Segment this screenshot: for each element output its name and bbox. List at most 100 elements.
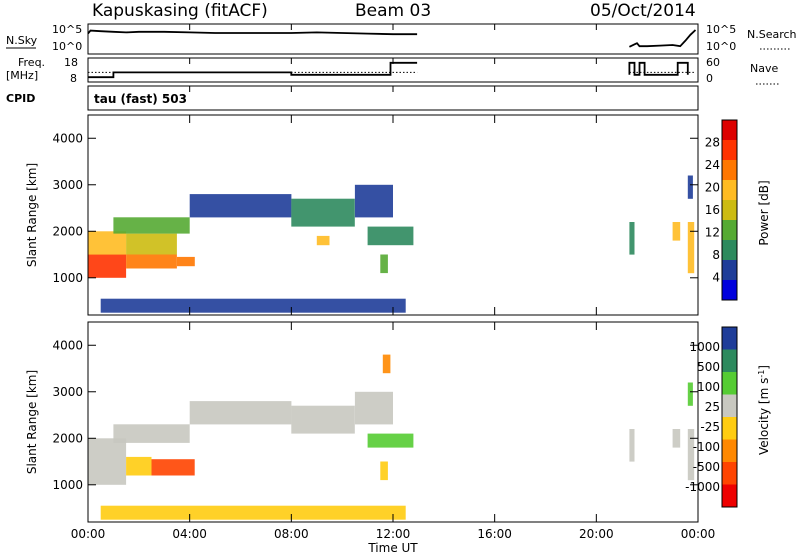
velocity-cells-cell-14 bbox=[687, 382, 693, 406]
power-cells-cell-13 bbox=[629, 222, 635, 255]
power-cells-cell-14 bbox=[672, 222, 681, 241]
time-axis: 00:00 04:00 08:00 12:00 16:00 20:00 00:00 bbox=[71, 24, 716, 541]
freq-tick-top: 18 bbox=[64, 56, 78, 69]
xtick-label-4: 16:00 bbox=[477, 527, 512, 541]
xtick-label-0: 00:00 bbox=[71, 527, 106, 541]
nsearch-tick-bottom: 10^0 bbox=[706, 40, 736, 53]
freq-unit-label: [MHz] bbox=[6, 69, 38, 82]
freq-series bbox=[88, 61, 696, 79]
date-title: 05/Oct/2014 bbox=[590, 1, 696, 21]
power-cbar-tick-3: 16 bbox=[705, 203, 720, 217]
velocity-cbar-swatch-0 bbox=[722, 327, 737, 350]
velocity-cells-cell-12 bbox=[672, 429, 681, 448]
power-cells-cell-4 bbox=[177, 256, 195, 267]
xtick-label-6: 00:00 bbox=[681, 527, 716, 541]
velocity-yticks-label-0: 4000 bbox=[52, 338, 83, 352]
power-cells-cell-8 bbox=[354, 184, 393, 218]
velocity-cells-cell-1 bbox=[126, 456, 152, 476]
velocity-cbar-frame bbox=[721, 326, 738, 508]
nsky-panel: N.Sky 10^5 10^0 10^5 10^0 N.Search bbox=[6, 23, 797, 55]
freq-tick-bottom: 8 bbox=[70, 72, 77, 85]
power-cells-cell-10 bbox=[316, 235, 330, 246]
nsearch-label: N.Search bbox=[747, 28, 797, 41]
cpid-value: tau (fast) 503 bbox=[94, 92, 187, 106]
cpid-panel: CPID tau (fast) 503 bbox=[6, 85, 699, 111]
nave-tick-top: 60 bbox=[706, 56, 720, 69]
velocity-cbar-tick-1: 500 bbox=[697, 360, 720, 374]
power-yticks-label-0: 4000 bbox=[52, 131, 83, 145]
velocity-cells-cell-5 bbox=[291, 405, 355, 434]
velocity-cells-cell-8 bbox=[380, 461, 388, 481]
nsky-series bbox=[87, 29, 697, 48]
power-cbar-frame bbox=[721, 119, 738, 301]
velocity-cells-cell-3 bbox=[113, 424, 190, 443]
power-cbar-swatch-3 bbox=[722, 180, 737, 201]
power-cbar-swatch-8 bbox=[722, 280, 737, 301]
velocity-cbar-tick-6: -500 bbox=[693, 460, 720, 474]
power-cells-cell-11 bbox=[380, 254, 388, 274]
nsky-lines-line-1 bbox=[629, 29, 697, 48]
nsky-tick-bottom: 10^0 bbox=[52, 40, 82, 53]
power-yticks-label-2: 2000 bbox=[52, 224, 83, 238]
velocity-colorbar-label-exp: -1 bbox=[757, 370, 766, 378]
power-cells-cell-7 bbox=[291, 198, 355, 227]
velocity-cells-cell-11 bbox=[629, 429, 635, 462]
power-cbar-swatch-6 bbox=[722, 240, 737, 261]
velocity-cbar-tick-3: 25 bbox=[705, 400, 720, 414]
xtick-label-1: 04:00 bbox=[172, 527, 207, 541]
velocity-cells-cell-13 bbox=[687, 429, 695, 481]
velocity-yticks-label-1: 3000 bbox=[52, 385, 83, 399]
freq-panel: Freq. [MHz] 18 8 60 0 Nave bbox=[6, 56, 780, 85]
power-cells-cell-2 bbox=[126, 254, 177, 269]
power-cells-cell-3 bbox=[126, 233, 177, 255]
velocity-colorbar-label-close: ] bbox=[757, 365, 771, 370]
velocity-cells-cell-0 bbox=[88, 438, 127, 485]
nave-label: Nave bbox=[750, 62, 778, 75]
power-cbar-swatch-1 bbox=[722, 140, 737, 161]
velocity-yticks-label-3: 1000 bbox=[52, 478, 83, 492]
power-cbar-tick-0: 28 bbox=[705, 136, 720, 150]
nsky-lines-line-0 bbox=[87, 29, 418, 36]
power-cbar-swatch-2 bbox=[722, 160, 737, 181]
velocity-cells-cell-9 bbox=[382, 354, 391, 374]
velocity-colorbar: 1000 500 100 25 -25 -100 -500 -1000 bbox=[685, 326, 738, 508]
velocity-yticks-label-2: 2000 bbox=[52, 431, 83, 445]
velocity-data bbox=[88, 354, 695, 520]
velocity-cbar-swatch-6 bbox=[722, 462, 737, 485]
velocity-cbar-tick-0: 1000 bbox=[689, 340, 720, 354]
velocity-cbar-tick-5: -100 bbox=[693, 440, 720, 454]
velocity-cells-cell-6 bbox=[354, 391, 393, 425]
freq-label: Freq. bbox=[18, 56, 45, 69]
nave-tick-bottom: 0 bbox=[706, 72, 713, 85]
velocity-colorbar-label-text: Velocity [m s bbox=[757, 378, 771, 455]
velocity-cbar-tick-2: 100 bbox=[697, 380, 720, 394]
velocity-panel: 4000 3000 2000 1000 Slant Range [km] 1000 50… bbox=[25, 321, 772, 523]
power-cbar-swatch-0 bbox=[722, 120, 737, 141]
power-panel: 4000 3000 2000 1000 Slant Range [km] 28 24 20… bbox=[25, 114, 771, 316]
velocity-colorbar-label: Velocity [m s-1] bbox=[757, 365, 772, 455]
beam-title: Beam 03 bbox=[355, 1, 431, 21]
xtick-label-3: 12:00 bbox=[376, 527, 411, 541]
xtick-label-5: 20:00 bbox=[579, 527, 614, 541]
velocity-cbar-swatch-1 bbox=[722, 349, 737, 373]
power-cbar-swatch-7 bbox=[722, 260, 737, 281]
power-cbar-tick-6: 4 bbox=[712, 271, 720, 285]
nsky-label: N.Sky bbox=[6, 34, 38, 47]
nsearch-tick-top: 10^5 bbox=[706, 23, 736, 36]
power-cbar-tick-1: 24 bbox=[705, 158, 720, 172]
power-cells-cell-12 bbox=[100, 298, 406, 313]
power-yticks-label-1: 3000 bbox=[52, 178, 83, 192]
velocity-cells-cell-2 bbox=[151, 459, 195, 476]
velocity-cells-cell-4 bbox=[189, 401, 292, 425]
velocity-ylabel: Slant Range [km] bbox=[25, 370, 39, 474]
power-cbar-tick-4: 12 bbox=[705, 226, 720, 240]
velocity-cbar-swatch-2 bbox=[722, 372, 737, 395]
power-cells-cell-5 bbox=[113, 217, 190, 234]
freq-lines-line-0 bbox=[88, 61, 418, 79]
station-title: Kapuskasing (fitACF) bbox=[92, 1, 268, 21]
power-cbar-swatch-5 bbox=[722, 220, 737, 241]
xtick-label-2: 08:00 bbox=[274, 527, 309, 541]
nsky-tick-top: 10^5 bbox=[52, 23, 82, 36]
cpid-label: CPID bbox=[6, 92, 35, 105]
